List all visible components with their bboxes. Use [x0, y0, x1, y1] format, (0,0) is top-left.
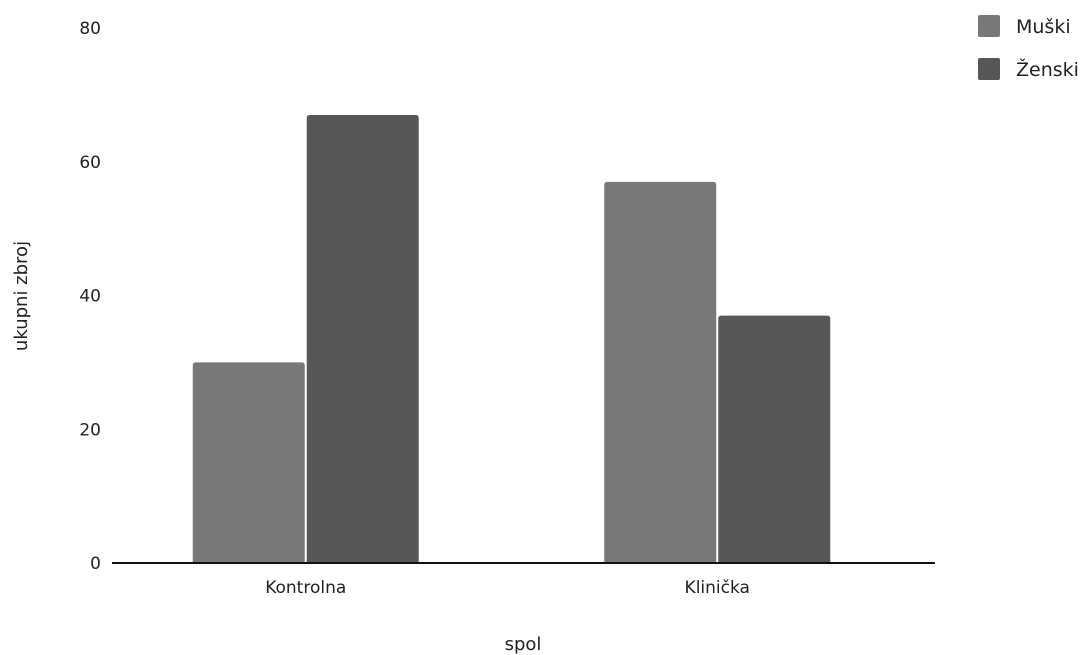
bar-muski-kontrolna: [192, 362, 305, 563]
x-axis-title: spol: [505, 634, 542, 655]
y-tick-label: 40: [79, 287, 101, 307]
bar-zenski-klinicka: [718, 315, 831, 563]
y-axis-ticks: 0 20 40 60 80: [79, 19, 101, 574]
bar-muski-klinicka: [604, 181, 717, 563]
y-tick-label: 60: [79, 153, 101, 173]
legend: Muški Ženski: [978, 15, 1079, 81]
legend-label: Ženski: [1016, 58, 1079, 81]
legend-label: Muški: [1016, 16, 1071, 38]
x-tick-label: Kontrolna: [265, 578, 346, 598]
y-tick-label: 80: [79, 19, 101, 39]
x-tick-label: Klinička: [685, 578, 750, 598]
legend-swatch: [978, 15, 1000, 37]
y-axis-title: ukupni zbroj: [11, 241, 32, 351]
bar-zenski-kontrolna: [306, 114, 419, 563]
y-tick-label: 0: [90, 554, 101, 574]
legend-swatch: [978, 58, 1000, 80]
x-axis-ticks: Kontrolna Klinička: [265, 578, 750, 598]
y-tick-label: 20: [79, 420, 101, 440]
bars: [192, 114, 831, 563]
